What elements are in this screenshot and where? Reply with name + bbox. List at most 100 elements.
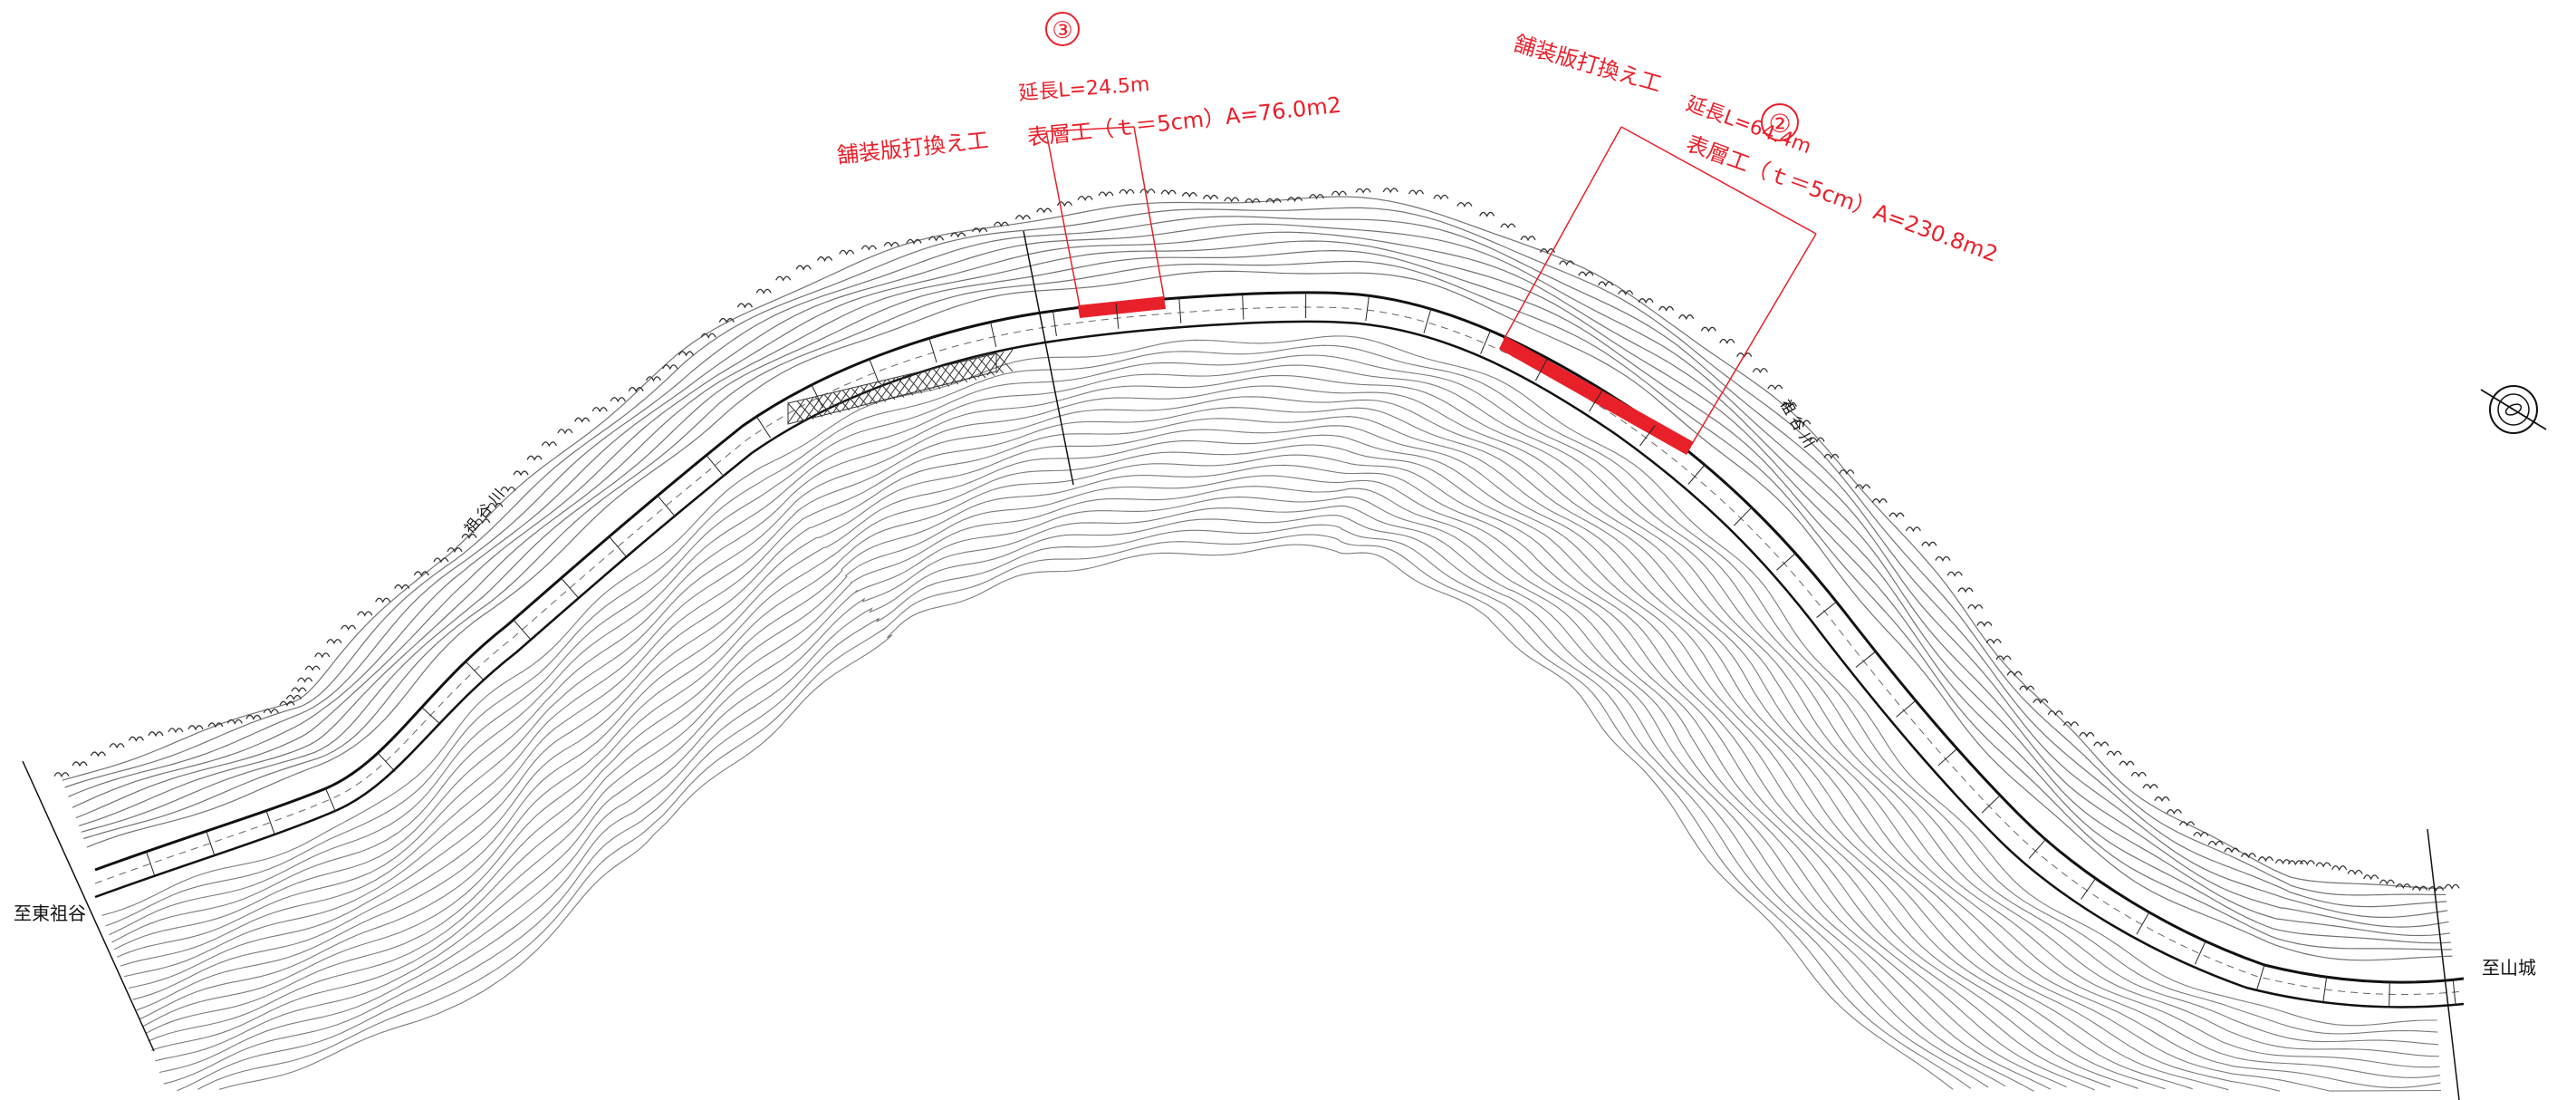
vegetation-mark <box>2119 760 2135 767</box>
contour-line <box>86 270 2453 961</box>
hatch-line <box>968 359 986 379</box>
station-tick <box>706 455 723 476</box>
vegetation-mark <box>557 429 573 435</box>
vegetation-mark <box>1618 290 1634 296</box>
station-tick <box>325 787 336 813</box>
vegetation-mark <box>906 238 922 245</box>
destination-left-label: 至東祖谷 <box>14 902 86 924</box>
contour-line <box>136 434 2193 1090</box>
vegetation-mark <box>950 232 966 238</box>
vegetation-mark <box>2019 685 2035 691</box>
vegetation-mark <box>678 351 695 357</box>
hatch-line <box>968 355 986 381</box>
vegetation-mark <box>72 761 88 767</box>
hatch-line <box>841 386 860 410</box>
hatch-line <box>851 383 869 409</box>
vegetation-mark <box>2299 860 2315 866</box>
hatch-line <box>878 381 896 400</box>
station-tick <box>421 707 441 725</box>
station-tick <box>377 752 396 772</box>
vegetation-mark <box>1559 260 1575 266</box>
station-tick <box>1937 748 1958 767</box>
hatch-line <box>914 372 932 391</box>
vegetation-mark <box>839 249 855 256</box>
vegetation-mark <box>394 584 410 591</box>
terrain-upper-slope <box>62 196 2453 961</box>
vegetation-mark <box>433 557 449 564</box>
destination-right-label: 至山城 <box>2482 957 2536 979</box>
vegetation-mark <box>1921 541 1937 547</box>
station-tick <box>146 851 156 876</box>
contour-line <box>142 454 2139 1089</box>
station-tick <box>1981 795 2001 814</box>
vegetation-mark <box>795 265 812 271</box>
vegetation-mark <box>526 455 543 461</box>
hatch-line <box>878 377 896 402</box>
vegetation-mark <box>1139 188 1156 195</box>
contour-line <box>159 505 2034 1092</box>
vegetation-mark <box>2287 860 2303 866</box>
vegetation-mark <box>447 547 463 554</box>
hatch-line <box>823 391 841 415</box>
section-3-work-type: 舗装版打換え工 <box>836 128 990 169</box>
vegetation-mark <box>128 736 144 742</box>
vegetation-mark <box>1967 603 1984 611</box>
vegetation-mark <box>1265 198 1282 204</box>
vegetation-mark <box>2411 885 2428 892</box>
vegetation-mark <box>1245 198 1261 204</box>
vegetation-mark <box>860 245 877 251</box>
section-3-length: 延長L=24.5m <box>1018 73 1150 105</box>
vegetation-mark <box>53 772 70 778</box>
station-tick <box>1053 311 1057 336</box>
hatch-line <box>832 388 851 413</box>
contour-line <box>120 396 2441 1088</box>
vegetation-mark <box>1935 555 1951 562</box>
vegetation-mark <box>2379 879 2395 885</box>
hatch-line <box>905 374 923 394</box>
contour-line <box>155 496 2052 1090</box>
vegetation-mark <box>487 502 504 508</box>
vegetation-mark <box>1889 512 1905 518</box>
station-markers <box>146 292 2456 1008</box>
hatch-line <box>932 368 950 387</box>
hatch-line <box>941 362 959 387</box>
station-tick <box>2322 977 2328 1003</box>
station-tick <box>2452 979 2456 1006</box>
vegetation-mark <box>816 256 833 263</box>
vegetation-mark <box>1700 326 1716 333</box>
section-2-surface: 表層工（ｔ＝5cm）A=230.8m2 <box>1683 130 2001 267</box>
contour-line <box>81 249 2451 944</box>
contour-line <box>79 240 2450 937</box>
vegetation-mark <box>207 722 224 729</box>
vegetation-mark <box>993 221 1010 227</box>
vegetation-mark <box>700 333 716 339</box>
vegetation-mark <box>2363 874 2379 881</box>
vegetation-mark <box>628 387 644 393</box>
vegetation-mark <box>1752 368 1768 374</box>
hatch-line <box>977 357 995 376</box>
vegetation-mark <box>461 533 477 539</box>
vegetation-mark <box>1995 655 2012 661</box>
vegetation-mark <box>148 731 164 738</box>
vegetation-mark <box>2257 856 2274 863</box>
contour-line <box>117 385 2441 1078</box>
vegetation-mark <box>1456 201 1473 208</box>
contour-line <box>109 354 2439 1046</box>
vegetation-mark <box>187 725 204 731</box>
hatch-line <box>814 392 832 418</box>
vegetation-mark <box>2347 869 2363 875</box>
hatch-line <box>805 398 823 418</box>
section-2-work-type: 舗装版打換え工 <box>1511 31 1664 97</box>
station-tick <box>1365 295 1370 322</box>
section-2-number: ② <box>1768 109 1791 139</box>
vegetation-mark <box>1382 188 1399 194</box>
vegetation-mark <box>1638 298 1654 304</box>
hatch-line <box>832 391 851 411</box>
vegetation-mark <box>2106 750 2122 757</box>
sheet-boundary-lines <box>22 230 2460 1100</box>
vegetation-mark <box>574 417 591 423</box>
hatch-line <box>869 380 887 404</box>
hatch-line <box>869 383 887 402</box>
vegetation-mark <box>591 407 608 413</box>
vegetation-mark <box>2427 886 2445 893</box>
